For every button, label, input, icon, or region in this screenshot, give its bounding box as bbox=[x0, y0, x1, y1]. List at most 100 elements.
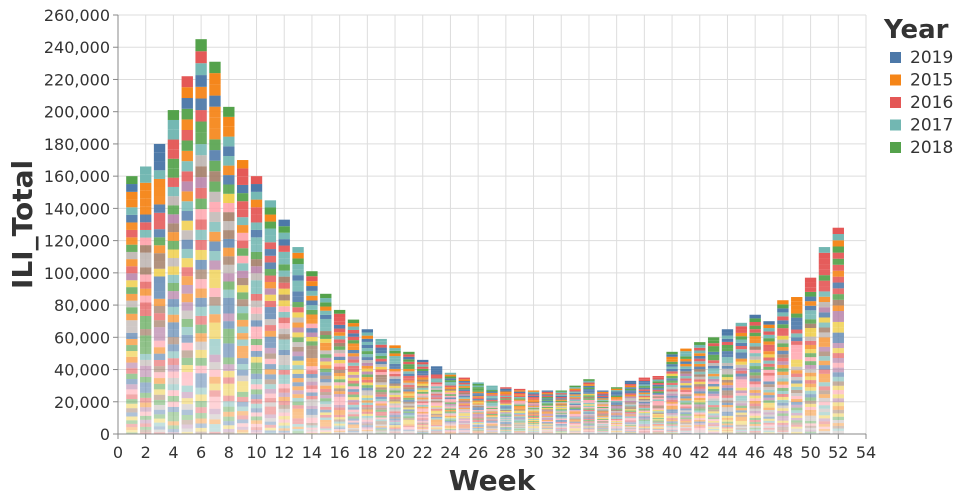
bar-segment bbox=[181, 378, 193, 386]
bar-segment bbox=[181, 76, 193, 88]
bar-segment bbox=[417, 426, 429, 428]
bar-segment bbox=[804, 349, 817, 354]
bar-segment bbox=[707, 402, 720, 406]
bar-segment bbox=[804, 344, 817, 350]
bar-segment bbox=[597, 409, 609, 411]
bar-segment bbox=[140, 365, 152, 372]
bar-segment bbox=[403, 429, 415, 431]
bar-segment bbox=[749, 430, 761, 433]
bar-segment bbox=[735, 326, 748, 330]
bar-segment bbox=[749, 372, 761, 376]
bar-segment bbox=[707, 373, 720, 377]
bar-segment bbox=[458, 414, 470, 416]
bar-segment bbox=[555, 432, 567, 434]
bar-segment bbox=[721, 371, 734, 375]
bar-segment bbox=[278, 432, 290, 434]
bar-segment bbox=[610, 420, 623, 422]
bar-segment bbox=[361, 392, 374, 396]
bar-segment bbox=[777, 415, 789, 419]
bar-segment bbox=[735, 420, 748, 423]
bar-segment bbox=[832, 394, 844, 399]
bar-segment bbox=[777, 308, 789, 313]
bar-segment bbox=[514, 392, 526, 395]
bar-segment bbox=[167, 432, 180, 434]
bar-segment bbox=[610, 417, 623, 419]
x-tick-label: 2 bbox=[141, 443, 151, 462]
bar-segment bbox=[777, 346, 789, 351]
bar-segment bbox=[832, 299, 844, 306]
bar-segment bbox=[195, 166, 207, 178]
bar-segment bbox=[541, 415, 554, 417]
bar-segment bbox=[195, 98, 207, 111]
bar-segment bbox=[763, 416, 775, 419]
bar-segment bbox=[278, 282, 290, 289]
bar-segment bbox=[804, 372, 817, 377]
bar-segment bbox=[791, 404, 803, 408]
bar-segment bbox=[430, 380, 443, 383]
bar-segment bbox=[694, 350, 706, 354]
bar-segment bbox=[486, 406, 498, 408]
bar-segment bbox=[375, 379, 387, 383]
bar-segment bbox=[555, 432, 567, 433]
bar-segment bbox=[389, 415, 401, 417]
bar-segment bbox=[278, 288, 290, 295]
bar-segment bbox=[333, 309, 346, 314]
bar-segment bbox=[541, 410, 554, 412]
bar-segment bbox=[832, 227, 844, 235]
bar-segment bbox=[541, 422, 554, 424]
bar-segment bbox=[403, 387, 415, 390]
bar-segment bbox=[735, 431, 748, 433]
bar-segment bbox=[735, 416, 748, 419]
bar-segment bbox=[638, 421, 651, 424]
bar-segment bbox=[818, 421, 831, 425]
bar-segment bbox=[624, 411, 637, 414]
bar-segment bbox=[361, 428, 374, 430]
y-axis-title: ILI_Total bbox=[6, 160, 39, 289]
bar-segment bbox=[749, 362, 761, 367]
bar-segment bbox=[527, 391, 540, 394]
bar-segment bbox=[555, 414, 567, 416]
bar-segment bbox=[694, 366, 706, 370]
bar-segment bbox=[444, 376, 457, 379]
bar-segment bbox=[181, 404, 193, 410]
bar-week-14 bbox=[306, 271, 318, 434]
bar-segment bbox=[624, 424, 637, 426]
bar-segment bbox=[749, 422, 761, 425]
bar-segment bbox=[777, 354, 789, 358]
bar-segment bbox=[236, 411, 249, 416]
bar-segment bbox=[361, 400, 374, 403]
bar-segment bbox=[417, 387, 429, 390]
bar-segment bbox=[126, 432, 138, 434]
bar-segment bbox=[153, 196, 166, 205]
bar-segment bbox=[624, 413, 637, 415]
bar-segment bbox=[126, 403, 138, 409]
bar-week-44 bbox=[721, 329, 734, 434]
bar-segment bbox=[472, 391, 484, 394]
bar-segment bbox=[569, 415, 581, 417]
bar-segment bbox=[209, 278, 221, 288]
bar-segment bbox=[527, 393, 540, 395]
bar-segment bbox=[472, 384, 484, 386]
bar-segment bbox=[320, 417, 332, 420]
bar-segment bbox=[527, 402, 540, 404]
bar-segment bbox=[250, 339, 263, 346]
bar-segment bbox=[777, 399, 789, 403]
bar-segment bbox=[430, 432, 443, 434]
bar-segment bbox=[417, 421, 429, 423]
bar-segment bbox=[278, 369, 290, 375]
bar-segment bbox=[444, 432, 457, 434]
bar-segment bbox=[209, 150, 221, 161]
bar-segment bbox=[652, 403, 664, 406]
bar-segment bbox=[638, 431, 651, 432]
bar-segment bbox=[333, 335, 346, 340]
bar-segment bbox=[209, 231, 221, 242]
bar-week-17 bbox=[347, 319, 360, 434]
bar-segment bbox=[153, 378, 166, 384]
bar-segment bbox=[417, 430, 429, 432]
bar-segment bbox=[610, 397, 623, 399]
bar-segment bbox=[153, 414, 166, 419]
bar-segment bbox=[417, 410, 429, 412]
bar-segment bbox=[735, 410, 748, 413]
bar-segment bbox=[153, 178, 166, 188]
bar-segment bbox=[791, 297, 803, 302]
